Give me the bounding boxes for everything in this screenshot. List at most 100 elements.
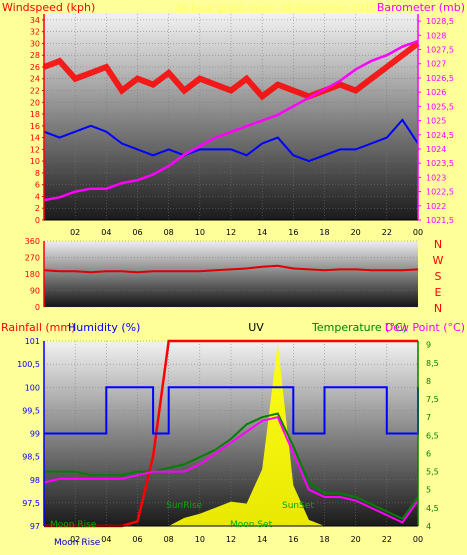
wind-tick-label: 32 <box>30 28 40 37</box>
x-tick-label: 14 <box>257 535 267 544</box>
dewpoint-line <box>43 416 419 524</box>
barometer-tick-label: 1024 <box>426 145 446 154</box>
barometer-y-ticks: 1021,5 1022 1022,5 1023 1023,5 1024 1024,5 1025… <box>418 17 454 225</box>
x-tick-label: 22 <box>382 535 392 544</box>
temperature-line <box>44 412 419 520</box>
temperature-tick-label: 7 <box>426 413 431 422</box>
humidity-tick-label: 98,5 <box>22 453 40 462</box>
wind-average-line <box>43 118 419 163</box>
x-tick-label: 04 <box>101 228 111 237</box>
wind-tick-label: 24 <box>30 75 40 84</box>
temperature-tick-label: 5 <box>426 486 431 495</box>
wind-tick-label: 28 <box>30 51 40 60</box>
barometer-tick-label: 1023,5 <box>426 159 454 168</box>
annotation-moon-set: Moon Set <box>230 520 273 530</box>
wind-tick-label: 22 <box>30 87 40 96</box>
wind-x-ticks: 02 04 06 08 10 12 14 16 18 20 22 00 <box>43 14 423 237</box>
rain-y-ticks: 97 97,5 98 98,5 99 99,5 100 100,5 101 <box>17 337 40 531</box>
x-tick-label: 12 <box>226 535 236 544</box>
compass-letter: S <box>435 270 442 283</box>
temperature-tick-label: 8 <box>426 377 431 386</box>
direction-tick-label: 360 <box>25 237 40 246</box>
wind-tick-label: 34 <box>30 16 40 25</box>
humidity-tick-label: 99,5 <box>22 406 40 415</box>
barometer-tick-label: 1027 <box>426 60 446 69</box>
direction-y-ticks: 0 90 180 270 360 <box>25 237 45 312</box>
temperature-title: Temperature (°C) <box>311 321 407 334</box>
direction-grid <box>44 240 418 308</box>
temperature-tick-label: 4,5 <box>426 504 439 513</box>
annotation-moon-rise-2: Moon Rise <box>54 538 101 548</box>
wind-series <box>42 39 420 202</box>
x-tick-label: 20 <box>351 535 361 544</box>
x-tick-label: 02 <box>70 535 80 544</box>
barometer-tick-label: 1028,5 <box>426 17 454 26</box>
humidity-tick-label: 101 <box>25 337 40 346</box>
rain-panel-titles: Rainfall (mm) Humidity (%) UV Temperatur… <box>1 321 465 334</box>
temperature-tick-label: 6 <box>426 449 431 458</box>
compass-letter: E <box>435 286 442 299</box>
humidity-tick-label: 98 <box>30 476 40 485</box>
rainfall-title: Rainfall (mm) <box>1 321 75 334</box>
x-tick-label: 14 <box>257 228 267 237</box>
annotation-sunrise: SunRise <box>166 501 203 511</box>
direction-tick-label: 90 <box>30 287 40 296</box>
annotation-moon-rise-1: Moon Rise <box>50 520 97 530</box>
wind-direction-line <box>43 264 419 274</box>
wind-tick-label: 0 <box>35 216 40 225</box>
wind-tick-label: 30 <box>30 39 40 48</box>
humidity-tick-label: 100 <box>25 383 40 392</box>
wind-tick-label: 16 <box>30 122 40 131</box>
wind-tick-label: 6 <box>35 181 40 190</box>
wind-tick-label: 2 <box>35 204 40 213</box>
wind-axis-label: Windspeed (kph) <box>2 1 95 14</box>
barometer-tick-label: 1024,5 <box>426 131 454 140</box>
x-tick-label: 08 <box>164 535 174 544</box>
direction-tick-label: 270 <box>25 254 40 263</box>
compass-letter: N <box>434 238 442 251</box>
barometer-tick-label: 1025 <box>426 117 446 126</box>
annotation-sunset: SunSet <box>282 501 314 511</box>
barometer-tick-label: 1027,5 <box>426 46 454 55</box>
x-tick-label: 02 <box>70 228 80 237</box>
barometer-tick-label: 1022,5 <box>426 188 454 197</box>
x-tick-label: 18 <box>319 228 329 237</box>
barometer-axis-label: Barometer (mb) <box>377 1 465 14</box>
barometer-tick-label: 1021,5 <box>426 216 454 225</box>
wind-tick-label: 26 <box>30 63 40 72</box>
x-tick-label: 16 <box>288 535 298 544</box>
x-tick-label: 20 <box>351 228 361 237</box>
barometer-tick-label: 1025,5 <box>426 102 454 111</box>
temperature-tick-label: 4 <box>426 522 431 531</box>
wind-tick-label: 8 <box>35 169 40 178</box>
wind-tick-label: 12 <box>30 145 40 154</box>
x-tick-label: 10 <box>195 228 205 237</box>
barometer-tick-label: 1028 <box>426 31 446 40</box>
temperature-tick-label: 5,5 <box>426 468 439 477</box>
x-tick-label: 04 <box>101 535 111 544</box>
x-tick-label: 06 <box>132 228 142 237</box>
chart-title: 24 hour graph ends: 30 November 2015 <box>175 3 377 14</box>
wind-tick-label: 14 <box>30 134 40 143</box>
barometer-line <box>43 39 419 202</box>
barometer-tick-label: 1022 <box>426 202 446 211</box>
x-tick-label: 00 <box>413 535 423 544</box>
wind-tick-label: 18 <box>30 110 40 119</box>
rain-x-ticks: 02 04 06 08 10 12 14 16 18 20 22 00 <box>43 341 423 544</box>
x-tick-label: 00 <box>413 228 423 237</box>
humidity-tick-label: 99 <box>30 430 40 439</box>
temperature-tick-label: 7,5 <box>426 395 439 404</box>
direction-tick-label: 0 <box>35 303 40 312</box>
compass-letter: N <box>434 302 442 315</box>
temperature-tick-label: 8,5 <box>426 359 439 368</box>
humidity-line <box>44 386 419 435</box>
barometer-tick-label: 1026 <box>426 88 446 97</box>
x-tick-label: 18 <box>319 535 329 544</box>
barometer-tick-label: 1026,5 <box>426 74 454 83</box>
x-tick-label: 12 <box>226 228 236 237</box>
temperature-tick-label: 6,5 <box>426 431 439 440</box>
uv-title: UV <box>248 321 264 334</box>
